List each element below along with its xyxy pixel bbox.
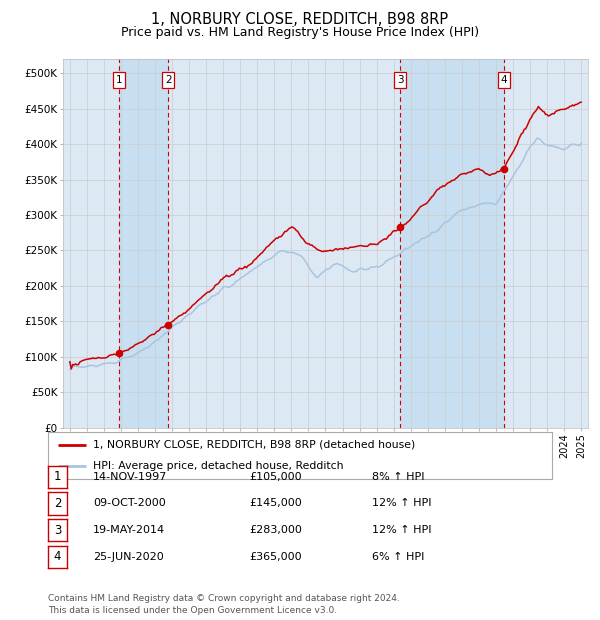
Text: 3: 3: [397, 75, 403, 85]
Text: £105,000: £105,000: [249, 472, 302, 482]
Text: 12% ↑ HPI: 12% ↑ HPI: [372, 498, 431, 508]
Text: Contains HM Land Registry data © Crown copyright and database right 2024.: Contains HM Land Registry data © Crown c…: [48, 594, 400, 603]
Text: 19-MAY-2014: 19-MAY-2014: [93, 525, 165, 535]
Text: 2: 2: [165, 75, 172, 85]
Text: 1, NORBURY CLOSE, REDDITCH, B98 8RP: 1, NORBURY CLOSE, REDDITCH, B98 8RP: [151, 12, 449, 27]
Bar: [400, 59, 504, 428]
Text: 1: 1: [115, 75, 122, 85]
Text: 2: 2: [54, 497, 61, 510]
Bar: [119, 59, 168, 428]
Text: 4: 4: [501, 75, 508, 85]
Text: 1: 1: [54, 471, 61, 483]
Text: 25-JUN-2020: 25-JUN-2020: [93, 552, 164, 562]
Text: 12% ↑ HPI: 12% ↑ HPI: [372, 525, 431, 535]
Text: 09-OCT-2000: 09-OCT-2000: [93, 498, 166, 508]
Text: This data is licensed under the Open Government Licence v3.0.: This data is licensed under the Open Gov…: [48, 606, 337, 616]
Text: 6% ↑ HPI: 6% ↑ HPI: [372, 552, 424, 562]
Text: 1, NORBURY CLOSE, REDDITCH, B98 8RP (detached house): 1, NORBURY CLOSE, REDDITCH, B98 8RP (det…: [94, 440, 416, 450]
Text: 3: 3: [54, 524, 61, 536]
Text: Price paid vs. HM Land Registry's House Price Index (HPI): Price paid vs. HM Land Registry's House …: [121, 26, 479, 39]
Text: £365,000: £365,000: [249, 552, 302, 562]
Text: £145,000: £145,000: [249, 498, 302, 508]
Text: 4: 4: [54, 551, 61, 563]
Text: £283,000: £283,000: [249, 525, 302, 535]
Text: 8% ↑ HPI: 8% ↑ HPI: [372, 472, 425, 482]
Text: 14-NOV-1997: 14-NOV-1997: [93, 472, 167, 482]
Text: HPI: Average price, detached house, Redditch: HPI: Average price, detached house, Redd…: [94, 461, 344, 471]
